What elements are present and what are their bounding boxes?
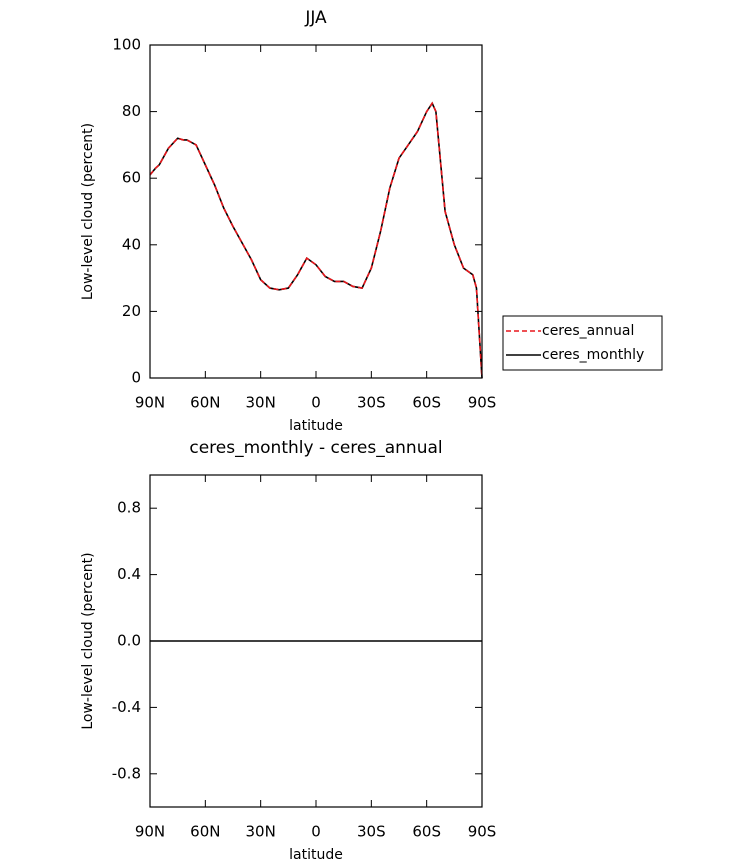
legend-label: ceres_annual (542, 323, 634, 339)
y-tick-label: 0 (131, 369, 141, 387)
x-tick-label: 90S (468, 394, 497, 412)
x-tick-label: 0 (311, 394, 321, 412)
chart-title: ceres_monthly - ceres_annual (189, 438, 442, 458)
x-tick-label: 60S (412, 823, 441, 841)
y-tick-label: -0.4 (112, 698, 141, 716)
x-tick-label: 30S (357, 823, 386, 841)
x-tick-label: 30N (246, 394, 276, 412)
chart-title: JJA (304, 8, 327, 28)
y-axis-label: Low-level cloud (percent) (80, 123, 96, 300)
y-axis-label: Low-level cloud (percent) (80, 552, 96, 729)
y-tick-label: 60 (122, 169, 141, 187)
legend: ceres_annual ceres_monthly (502, 315, 663, 371)
x-tick-label: 60N (190, 394, 220, 412)
plot-frame (149, 474, 483, 808)
x-axis-label: latitude (289, 847, 343, 863)
x-tick-label: 60S (412, 394, 441, 412)
x-tick-label: 0 (311, 823, 321, 841)
x-axis-label: latitude (289, 418, 343, 434)
y-tick-label: 80 (122, 102, 141, 120)
y-tick-label: 0.8 (117, 499, 141, 517)
y-tick-label: 0.0 (117, 632, 141, 650)
x-tick-label: 30N (246, 823, 276, 841)
y-tick-label: 0.4 (117, 565, 141, 583)
y-tick-label: 100 (112, 36, 141, 54)
y-tick-label: 40 (122, 235, 141, 253)
series-line (149, 101, 483, 379)
legend-box (502, 315, 663, 371)
series-line (149, 101, 483, 379)
x-tick-label: 90S (468, 823, 497, 841)
x-tick-label: 90N (135, 823, 165, 841)
legend-label: ceres_monthly (542, 347, 644, 363)
x-tick-label: 90N (135, 394, 165, 412)
y-tick-label: 20 (122, 302, 141, 320)
y-tick-label: -0.8 (112, 764, 141, 782)
x-tick-label: 60N (190, 823, 220, 841)
plot-frame (149, 44, 483, 379)
x-tick-label: 30S (357, 394, 386, 412)
